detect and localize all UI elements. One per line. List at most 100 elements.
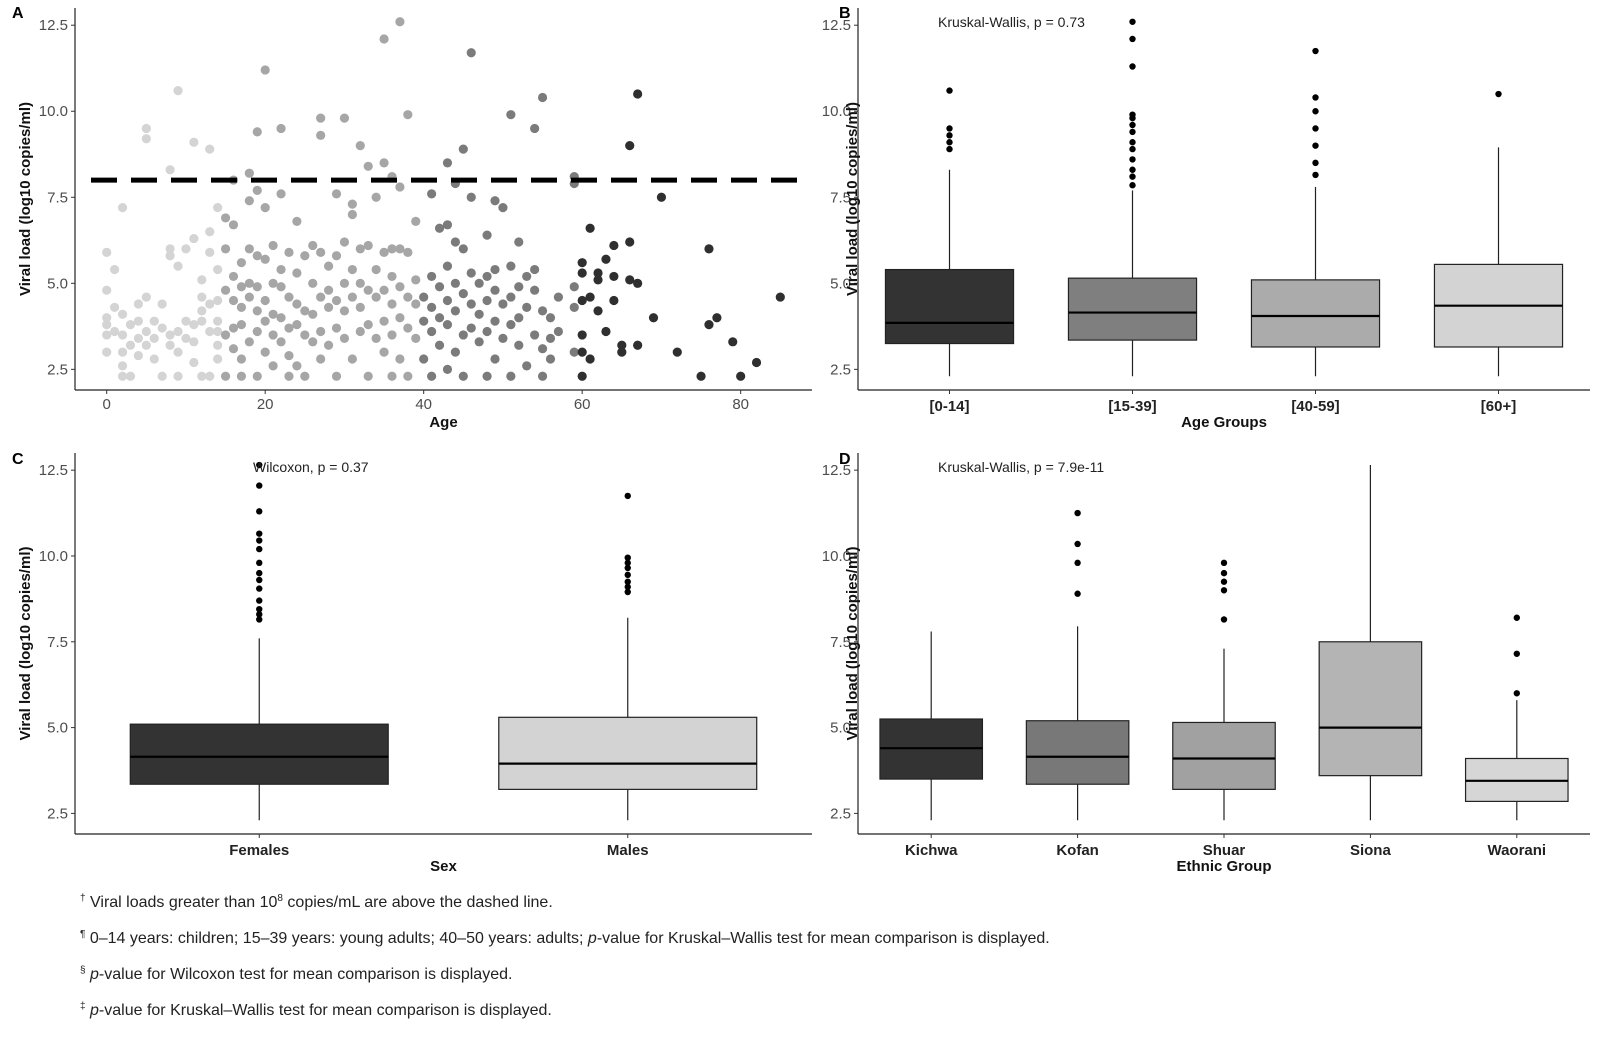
- data-point: [292, 216, 302, 226]
- outlier-point: [1129, 18, 1136, 25]
- data-point: [569, 347, 579, 357]
- data-point: [530, 264, 540, 275]
- data-point: [411, 275, 421, 285]
- data-point: [213, 326, 223, 337]
- data-point: [220, 285, 231, 295]
- data-point: [213, 354, 223, 364]
- data-point: [577, 295, 587, 306]
- outlier-point: [256, 545, 263, 553]
- outlier-point: [1495, 90, 1502, 98]
- data-point: [466, 192, 476, 202]
- data-point: [633, 278, 643, 288]
- data-point: [474, 337, 484, 347]
- data-point: [633, 340, 643, 350]
- data-point: [403, 371, 413, 381]
- data-point: [228, 295, 239, 306]
- data-point: [379, 34, 389, 44]
- footnote-text: -value for Wilcoxon test for mean compar…: [98, 966, 513, 983]
- data-point: [141, 340, 151, 350]
- data-point: [276, 264, 286, 275]
- data-point: [633, 89, 643, 99]
- data-point: [189, 320, 199, 330]
- data-point: [482, 326, 492, 337]
- footnote-text: -value for Kruskal–Wallis test for mean …: [98, 1002, 552, 1019]
- box-shuar: [1172, 721, 1276, 790]
- data-point: [117, 347, 128, 357]
- data-point: [530, 330, 540, 340]
- data-point: [450, 278, 460, 288]
- data-point: [228, 344, 239, 354]
- data-point: [498, 203, 508, 213]
- data-point: [442, 295, 453, 306]
- x-category-label: Waorani: [1487, 842, 1546, 859]
- data-point: [110, 264, 120, 275]
- y-tick-label: 5.0: [47, 275, 68, 292]
- data-point: [316, 113, 326, 123]
- outlier-point: [1074, 559, 1081, 567]
- data-point: [379, 316, 389, 326]
- x-tick-label: 20: [257, 396, 274, 413]
- data-point: [141, 123, 151, 134]
- outlier-point: [1129, 145, 1136, 153]
- data-point: [125, 371, 136, 381]
- data-point: [736, 371, 746, 381]
- data-point: [474, 278, 484, 288]
- data-point: [355, 141, 365, 151]
- panel-a: A 2.5 5.0 7.5 10.0 12.5 Viral load (log10 copi…: [12, 5, 812, 431]
- y-tick-label: 12.5: [39, 462, 68, 479]
- data-point: [205, 299, 215, 309]
- outlier-point: [1312, 108, 1319, 115]
- data-point: [553, 326, 564, 337]
- x-category-label: Females: [229, 842, 289, 859]
- data-point: [617, 340, 627, 350]
- data-point: [466, 48, 476, 58]
- data-point: [260, 295, 270, 306]
- data-point: [228, 271, 239, 282]
- data-point: [292, 320, 302, 330]
- data-point: [181, 333, 191, 343]
- outlier-point: [624, 583, 631, 591]
- data-point: [205, 144, 215, 154]
- data-point: [363, 320, 373, 330]
- data-point: [458, 244, 468, 254]
- data-point: [411, 299, 421, 309]
- outlier-point: [256, 461, 263, 469]
- data-point: [458, 144, 468, 154]
- x-category-label: [15-39]: [1108, 398, 1156, 415]
- data-point: [427, 302, 437, 313]
- outlier-point: [946, 87, 953, 94]
- outlier-point: [624, 588, 631, 596]
- data-point: [252, 282, 262, 292]
- footnote-1: † Viral loads greater than 108 copies/mL…: [80, 893, 553, 912]
- data-point: [450, 347, 460, 357]
- data-point: [704, 320, 714, 330]
- data-point: [553, 292, 564, 302]
- data-point: [110, 326, 120, 337]
- data-point: [577, 371, 587, 381]
- x-category-label: [0-14]: [929, 398, 969, 415]
- outlier-point: [1129, 114, 1136, 122]
- data-point: [173, 326, 183, 337]
- outlier-point: [1513, 690, 1521, 697]
- data-point: [300, 251, 310, 261]
- data-point: [442, 220, 453, 230]
- data-point: [316, 326, 326, 337]
- data-point: [506, 320, 516, 330]
- data-point: [323, 302, 334, 313]
- data-point: [387, 299, 397, 309]
- data-point: [490, 196, 500, 206]
- data-point: [395, 313, 405, 323]
- x-tick-label: 0: [103, 396, 111, 413]
- outlier-point: [946, 132, 953, 139]
- data-point: [363, 371, 373, 381]
- data-point: [331, 371, 342, 381]
- y-tick-label: 10.0: [822, 548, 851, 565]
- footnote-3: § p-value for Wilcoxon test for mean com…: [80, 965, 512, 984]
- data-point: [466, 323, 476, 333]
- y-axis-title: Viral load (log10 copies/ml): [17, 102, 34, 296]
- data-point: [339, 278, 350, 288]
- data-point: [331, 189, 342, 199]
- outlier-point: [1312, 94, 1319, 101]
- data-point: [157, 299, 167, 309]
- data-point: [537, 344, 548, 354]
